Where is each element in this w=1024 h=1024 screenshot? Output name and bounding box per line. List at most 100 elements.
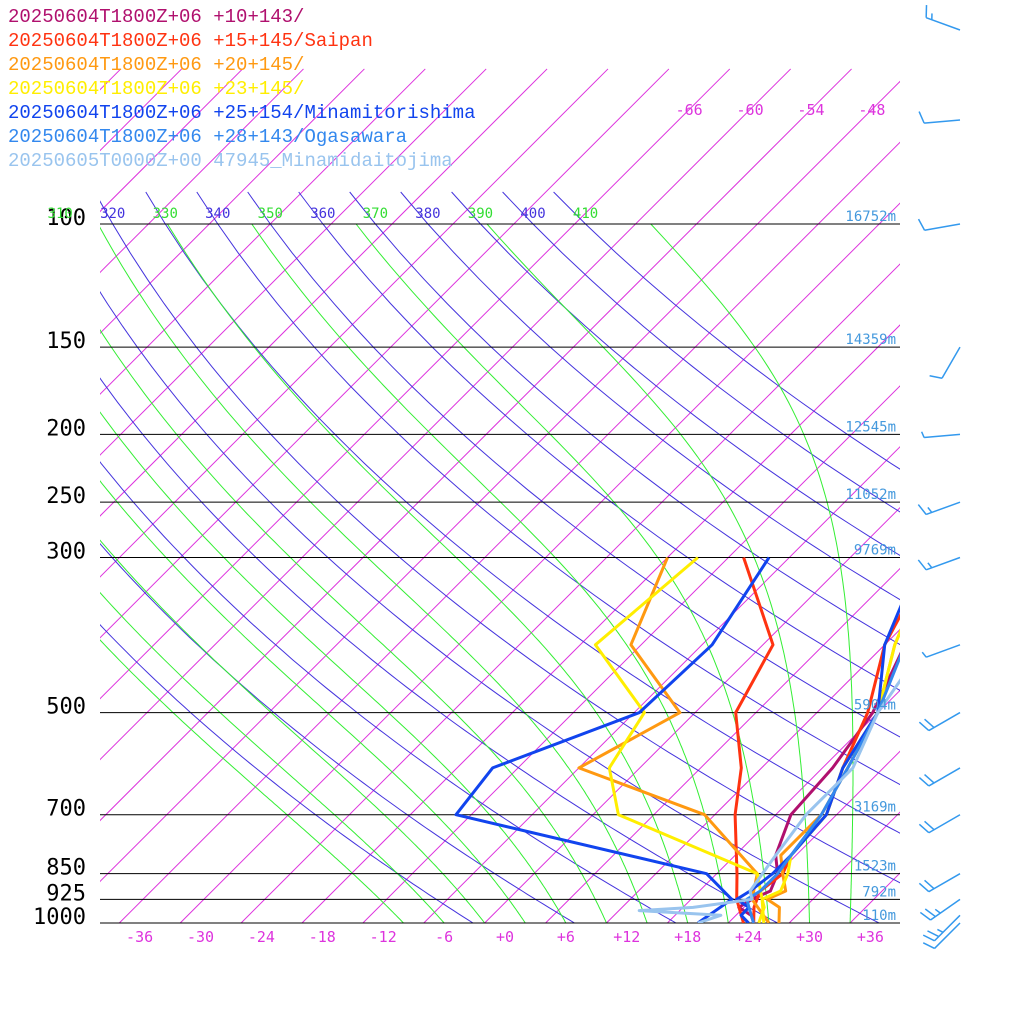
dry-adiabat-line xyxy=(247,191,900,738)
wind-barb xyxy=(922,914,961,942)
wind-barb xyxy=(918,111,961,124)
temperature-tick-label: +12 xyxy=(613,928,640,946)
pressure-label: 700 xyxy=(46,797,86,822)
legend-entry: 20250605T0000Z+00 47945_Minamidaitojima xyxy=(8,150,453,172)
isotherm-line xyxy=(100,68,792,761)
moist-adiabat-lines xyxy=(100,223,854,923)
theta-label: 410 xyxy=(573,206,598,222)
isotherm-line xyxy=(606,628,900,923)
wind-barb xyxy=(929,346,961,379)
dewpoint-line xyxy=(733,557,775,923)
pressure-label: 200 xyxy=(46,416,86,441)
isotherm-line xyxy=(484,506,900,923)
dry-adiabat-line xyxy=(100,543,576,923)
isotherm-line xyxy=(545,567,900,923)
legend-entry: 20250604T1800Z+06 +15+145/Saipan xyxy=(8,30,373,52)
isotherm-line xyxy=(727,750,900,923)
dewpoint-line xyxy=(454,556,771,923)
isotherm-line xyxy=(100,68,243,213)
isotherm-line xyxy=(100,68,609,578)
height-label: 9769m xyxy=(854,543,896,559)
legend-entry: 20250604T1800Z+06 +10+143/ xyxy=(8,6,304,28)
isotherm-line xyxy=(667,689,900,923)
isotherm-line xyxy=(100,68,670,639)
temperature-tick-label: -24 xyxy=(248,928,275,946)
isotherm-line xyxy=(100,68,365,335)
height-label: 1523m xyxy=(854,859,896,875)
wind-barb xyxy=(918,767,961,787)
dry-adiabat-line xyxy=(553,191,900,470)
temperature-line xyxy=(637,678,900,923)
dry-adiabat-lines xyxy=(100,191,900,923)
dry-adiabat-line xyxy=(100,461,678,923)
height-label: 12545m xyxy=(845,419,896,435)
temperature-tick-label: -18 xyxy=(309,928,336,946)
pressure-label: 100 xyxy=(46,206,86,231)
temperature-line xyxy=(737,651,900,923)
legend: 20250604T1800Z+06 +10+143/20250604T1800Z… xyxy=(8,6,475,172)
temperature-tick-label: -30 xyxy=(187,928,214,946)
theta-label: 320 xyxy=(100,206,125,222)
pressure-label: 300 xyxy=(46,540,86,565)
dry-adiabat-line xyxy=(100,624,474,923)
isotherm-line xyxy=(362,385,900,923)
dry-adiabat-line xyxy=(298,191,900,691)
wind-barb xyxy=(917,556,961,571)
theta-label: 310 xyxy=(48,206,73,222)
isotherm-line xyxy=(100,68,548,517)
axis-labels: 100 16752m 150 14359m 200 12545m 250 11052m 300 9… xyxy=(33,101,896,946)
isotherm-line xyxy=(100,68,304,274)
isotherm-line xyxy=(179,202,900,923)
pressure-label: 500 xyxy=(46,695,86,720)
isotherm-line xyxy=(972,69,1024,923)
dewpoint-line xyxy=(593,556,766,923)
theta-label: 330 xyxy=(153,206,178,222)
theta-label: 340 xyxy=(205,206,230,222)
theta-label: 370 xyxy=(363,206,388,222)
isotherm-line xyxy=(240,263,900,923)
height-label: 5904m xyxy=(854,698,896,714)
sounding-series xyxy=(454,556,900,923)
isotherm-line xyxy=(100,68,426,395)
isotherm-lines xyxy=(100,68,1024,923)
isotherm-line xyxy=(100,68,731,700)
isotherm-line xyxy=(100,68,183,152)
theta-label: 360 xyxy=(310,206,335,222)
moist-adiabat-line xyxy=(166,223,689,923)
height-label: 14359m xyxy=(845,332,896,348)
legend-entry: 20250604T1800Z+06 +20+145/ xyxy=(8,54,304,76)
temperature-tick-label: -12 xyxy=(370,928,397,946)
theta-label: 390 xyxy=(468,206,493,222)
upper-isotherm-label: -66 xyxy=(676,101,703,119)
theta-label: 350 xyxy=(258,206,283,222)
moist-adiabat-line xyxy=(486,223,810,923)
wind-barb xyxy=(917,501,961,516)
pressure-label: 1000 xyxy=(33,905,86,930)
wind-barbs xyxy=(917,5,961,950)
theta-label: 400 xyxy=(520,206,545,222)
temperature-tick-label: +18 xyxy=(674,928,701,946)
pressure-label: 925 xyxy=(46,881,86,906)
upper-isotherm-label: -60 xyxy=(737,101,764,119)
legend-entry: 20250604T1800Z+06 +25+154/Minamitorishim… xyxy=(8,102,475,124)
wind-barb xyxy=(922,922,961,950)
temperature-tick-label: +30 xyxy=(796,928,823,946)
wind-barb xyxy=(918,814,961,834)
wind-barb xyxy=(921,644,961,658)
isotherm-line xyxy=(423,446,900,923)
temperature-tick-label: +24 xyxy=(735,928,762,946)
temperature-tick-label: +0 xyxy=(496,928,514,946)
wind-barb xyxy=(925,5,961,31)
height-label: 792m xyxy=(862,884,896,900)
isobar-lines xyxy=(100,223,900,924)
isotherm-line xyxy=(100,68,852,822)
wind-barb xyxy=(918,873,961,893)
temperature-line xyxy=(757,628,900,923)
height-label: 11052m xyxy=(845,487,896,503)
pressure-label: 150 xyxy=(46,329,86,354)
pressure-label: 850 xyxy=(46,856,86,881)
isotherm-line xyxy=(100,80,900,883)
theta-label: 380 xyxy=(415,206,440,222)
upper-isotherm-label: -54 xyxy=(797,101,824,119)
